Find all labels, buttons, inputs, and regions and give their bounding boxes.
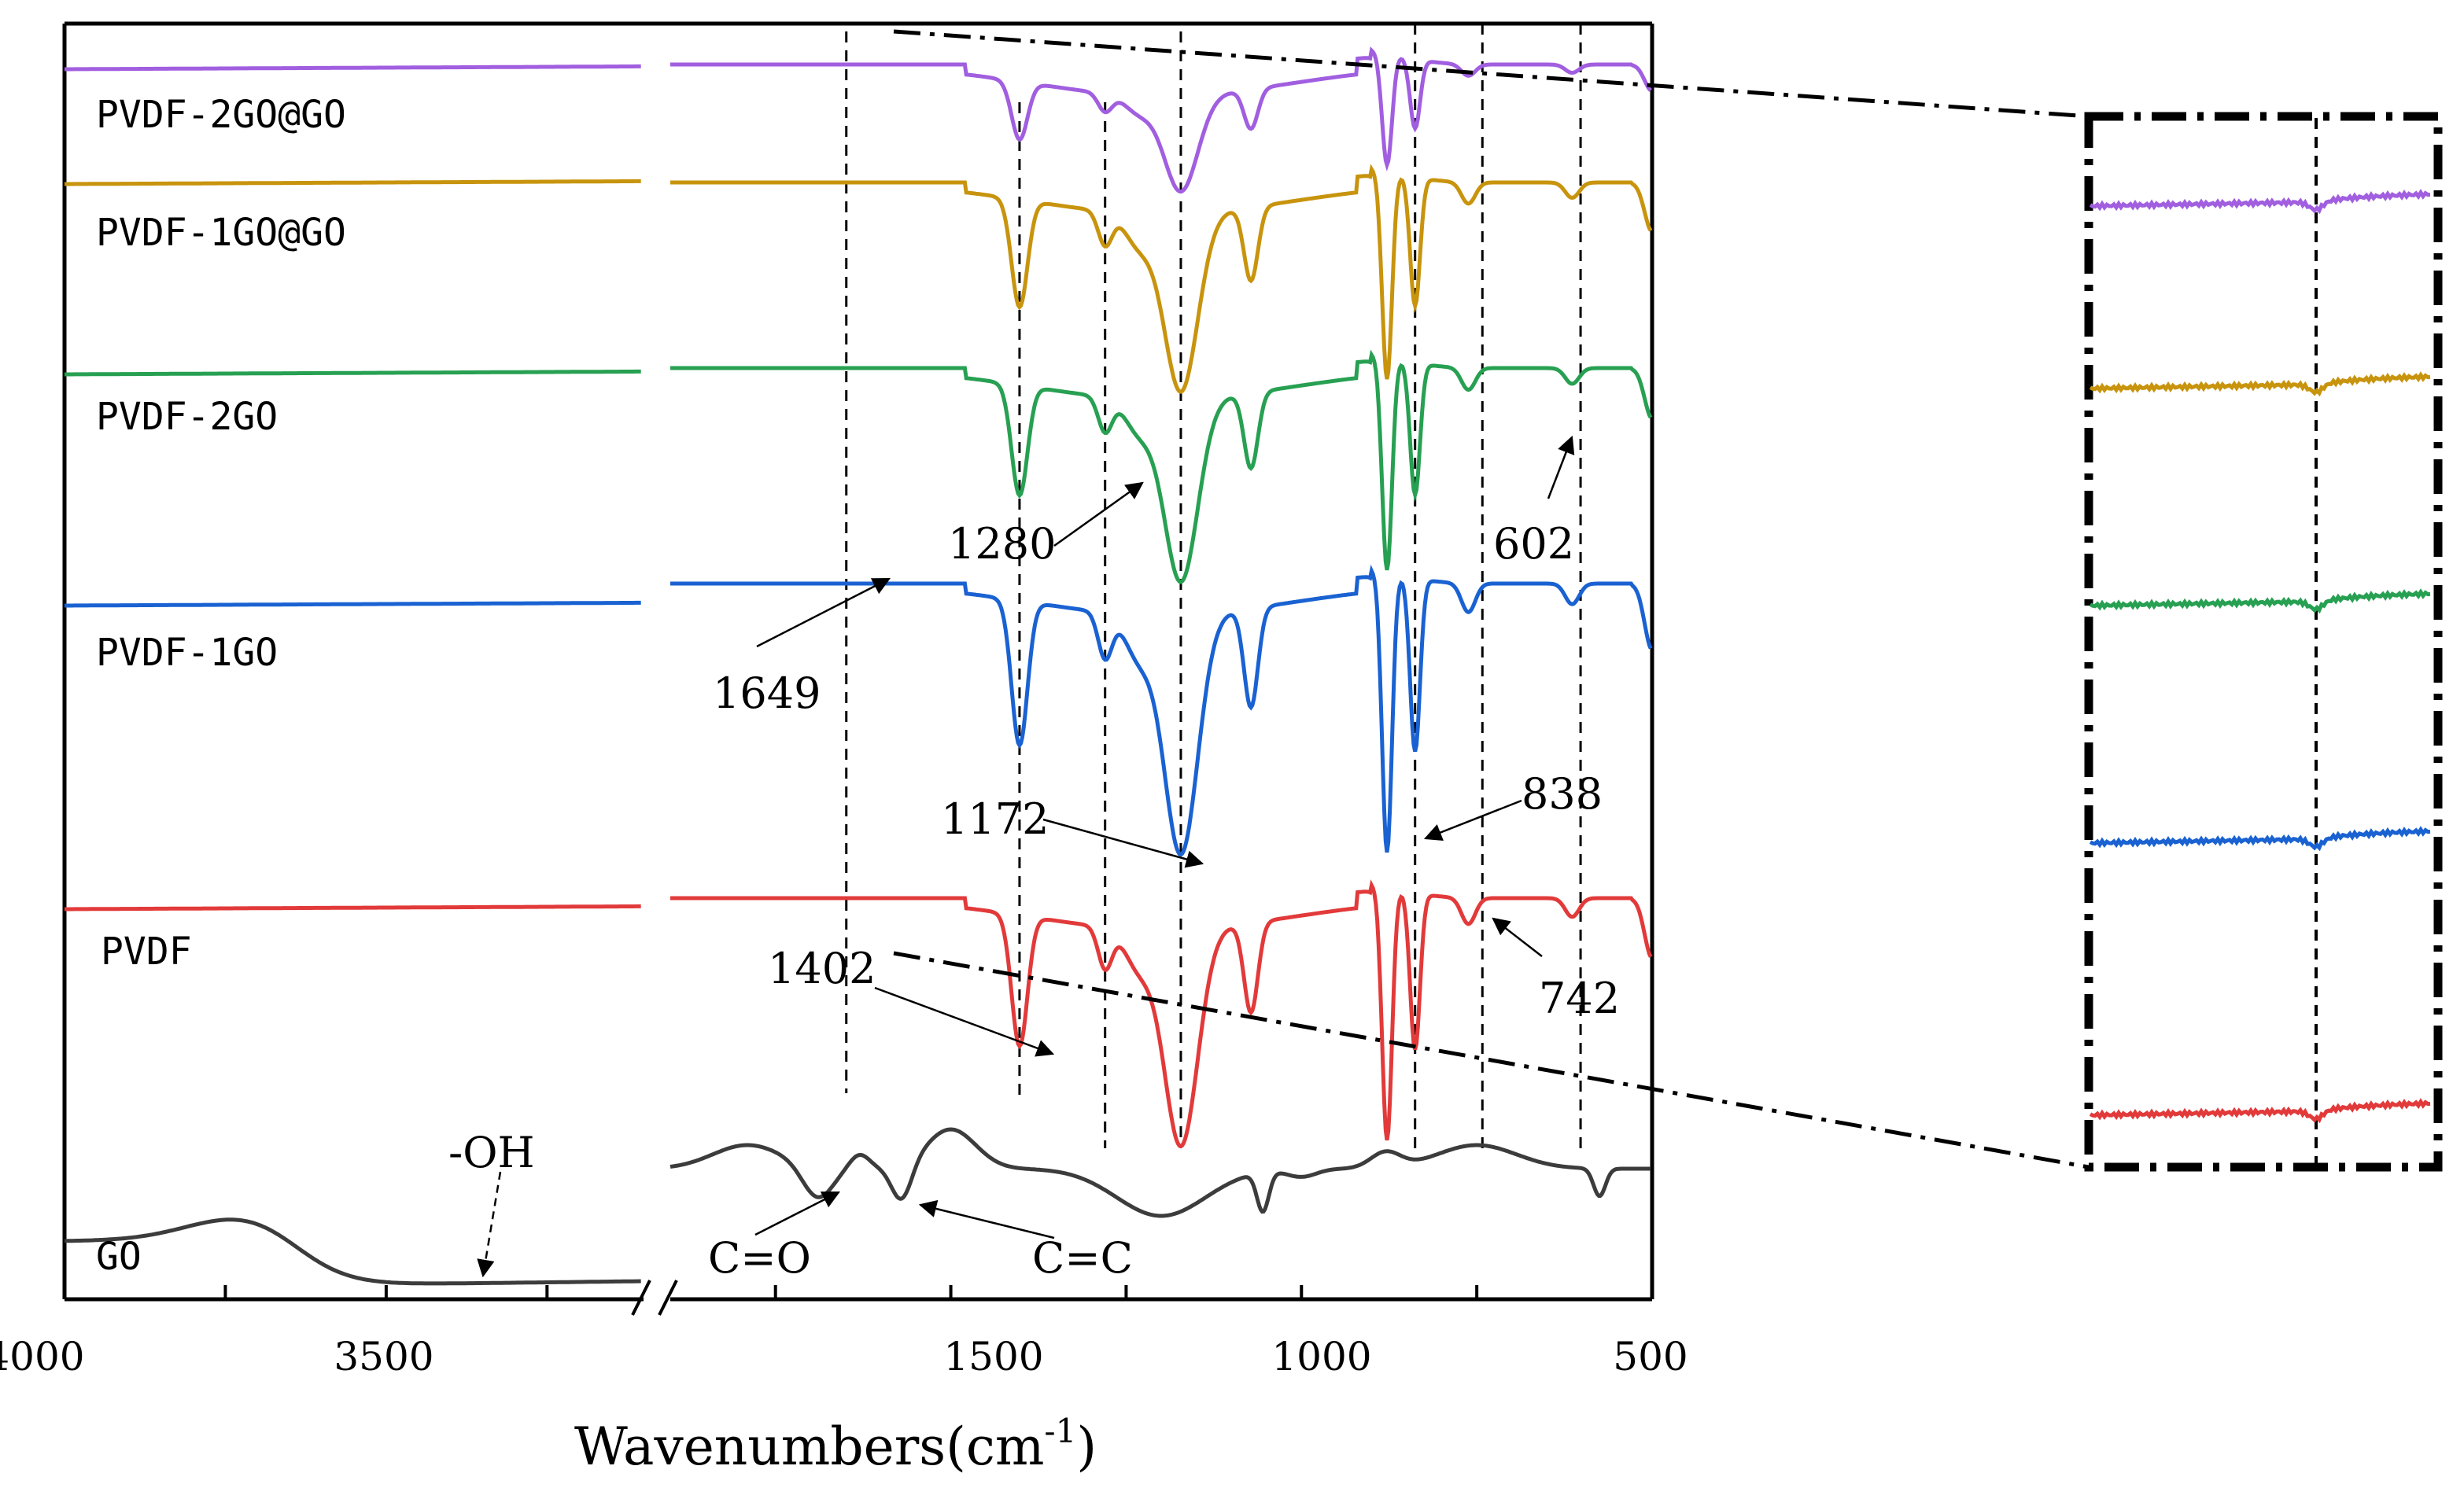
- series-pvdf-2go-at-go: [65, 46, 1652, 194]
- arrow-1649: [756, 577, 891, 648]
- annotation-742: 742: [1539, 974, 1620, 1023]
- inset-spectra: [2089, 189, 2431, 1124]
- zoom-connector-top: [893, 29, 2090, 119]
- zoom-connectors: [893, 29, 2090, 1169]
- annotation-c-o: C=O: [708, 1233, 811, 1283]
- annotation-1280: 1280: [948, 519, 1056, 569]
- series-line-right: [670, 564, 1653, 857]
- inset-series-2: [2089, 588, 2431, 614]
- series-line-left: [65, 64, 641, 72]
- arrow-1172: [1042, 818, 1204, 868]
- series-pvdf-2go: [65, 349, 1653, 584]
- annotation-1649: 1649: [713, 668, 821, 718]
- series-line-left: [65, 904, 641, 912]
- series-line-right: [670, 46, 1652, 194]
- x-axis-title: Wavenumbers(cm-1): [574, 1412, 1097, 1477]
- x-tick-label-1000: 1000: [1271, 1334, 1371, 1379]
- label-pvdf-1go: PVDF-1GO: [96, 631, 278, 675]
- annotation-c-c: C=C: [1032, 1233, 1133, 1283]
- series-line-right: [670, 879, 1653, 1149]
- annotation-838: 838: [1522, 769, 1603, 819]
- series-line-right: [669, 1127, 1651, 1218]
- x-tick-labels: 4000 3500 1500 1000 500: [0, 1334, 1688, 1379]
- annotation-oh: -OH: [448, 1128, 535, 1177]
- spectra: [64, 46, 1653, 1286]
- arrow-oh: [477, 1171, 502, 1278]
- arrow-c-o: [754, 1191, 841, 1236]
- x-tick-label-4000: 4000: [0, 1334, 85, 1379]
- arrow-602: [1547, 435, 1575, 499]
- inset-series-4: [2089, 1098, 2431, 1124]
- reference-lines: [845, 24, 1582, 1156]
- label-go: GO: [96, 1235, 142, 1279]
- inset-series-3: [2089, 826, 2431, 852]
- plot-frame: [62, 21, 1654, 1302]
- inset-frame: [2084, 112, 2443, 1172]
- annotation-602: 602: [1493, 519, 1574, 569]
- arrow-742: [1492, 917, 1543, 957]
- series-go: [64, 1127, 1651, 1286]
- x-tick-label-3500: 3500: [334, 1334, 433, 1379]
- arrow-1280: [1053, 481, 1144, 547]
- axis-break-icon: [631, 1280, 678, 1316]
- label-pvdf-2go: PVDF-2GO: [96, 395, 278, 439]
- series-line-left: [64, 1217, 641, 1286]
- series-line-left: [65, 369, 641, 377]
- series-line-left: [65, 179, 641, 186]
- annotation-1172: 1172: [941, 794, 1049, 844]
- x-ticks: [63, 1285, 1654, 1299]
- inset-series-0: [2089, 189, 2431, 215]
- label-pvdf: PVDF: [101, 930, 192, 974]
- arrow-c-c: [918, 1199, 1055, 1239]
- annotation-1402: 1402: [768, 944, 876, 993]
- inset-series-1: [2089, 371, 2431, 397]
- label-pvdf-1go-at-go: PVDF-1GO@GO: [96, 211, 346, 255]
- arrow-838: [1423, 799, 1522, 842]
- arrow-1402: [874, 986, 1055, 1057]
- series-pvdf: [65, 879, 1653, 1149]
- series-line-right: [670, 164, 1653, 394]
- curve-labels: PVDF-2GO@GO PVDF-1GO@GO PVDF-2GO PVDF-1G…: [96, 93, 346, 1279]
- series-pvdf-1go: [65, 564, 1653, 857]
- inset-panel: [2084, 112, 2443, 1172]
- series-line-right: [670, 349, 1653, 584]
- x-tick-label-500: 500: [1613, 1334, 1688, 1379]
- zoom-connector-bottom: [893, 951, 2090, 1169]
- label-pvdf-2go-at-go: PVDF-2GO@GO: [96, 93, 346, 137]
- series-pvdf-1go-at-go: [65, 164, 1653, 394]
- x-tick-label-1500: 1500: [943, 1334, 1043, 1379]
- peak-annotations: 1280 602 1649 1172 838 1402 742 -OH C=O …: [448, 435, 1620, 1283]
- series-line-left: [65, 600, 641, 608]
